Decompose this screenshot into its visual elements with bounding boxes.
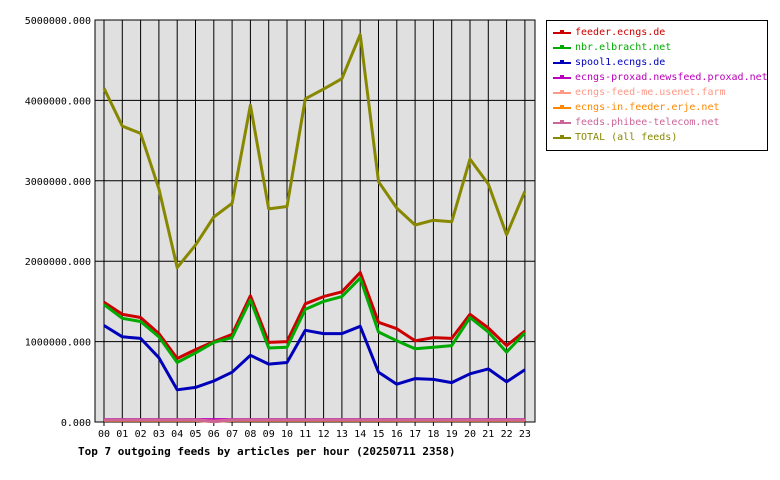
legend-marker-icon xyxy=(560,30,564,34)
plot-area xyxy=(94,19,536,423)
legend-marker-icon xyxy=(560,135,564,139)
x-tick-label: 14 xyxy=(354,429,366,440)
legend-label: feeder.ecngs.de xyxy=(575,27,666,38)
x-tick-label: 02 xyxy=(135,429,147,440)
x-tick-label: 11 xyxy=(299,429,311,440)
series-lines xyxy=(102,33,527,424)
x-tick-label: 10 xyxy=(281,429,293,440)
legend-label: ecngs-proxad.newsfeed.proxad.net xyxy=(575,72,768,83)
series-line xyxy=(102,33,527,270)
legend-marker-icon xyxy=(560,120,564,124)
legend-item: feeder.ecngs.de xyxy=(547,26,767,40)
legend-label: ecngs-feed-me.usenet.farm xyxy=(575,87,726,98)
legend-marker-icon xyxy=(560,60,564,64)
x-axis-ticks: 00 01 02 03 04 05 06 07 08 09 10 11 12 13 14 15 16 17 18 19… xyxy=(98,429,531,440)
x-tick-label: 07 xyxy=(226,429,238,440)
x-tick-label: 15 xyxy=(372,429,384,440)
y-tick-label: 1000000.000 xyxy=(25,338,91,349)
legend-label: TOTAL (all feeds) xyxy=(575,132,678,143)
y-tick-label: 2000000.000 xyxy=(25,257,91,268)
legend-label: nbr.elbracht.net xyxy=(575,42,672,53)
grid xyxy=(95,19,535,426)
series-line xyxy=(103,276,526,364)
legend-item: feeds.phibee-telecom.net xyxy=(547,116,767,130)
legend-item: ecngs-proxad.newsfeed.proxad.net xyxy=(547,71,768,85)
legend-item: ecngs-in.feeder.erje.net xyxy=(547,101,767,115)
y-tick-label: 5000000.000 xyxy=(25,16,91,27)
legend-marker-icon xyxy=(560,75,564,79)
legend-item: nbr.elbracht.net xyxy=(547,41,767,55)
x-tick-label: 12 xyxy=(318,429,330,440)
legend-marker-icon xyxy=(560,90,564,94)
x-tick-label: 20 xyxy=(464,429,476,440)
y-tick-label: 4000000.000 xyxy=(25,96,91,107)
x-tick-label: 23 xyxy=(519,429,531,440)
x-tick-label: 21 xyxy=(482,429,494,440)
series-line xyxy=(104,418,525,424)
series-line xyxy=(103,271,526,360)
legend-marker-icon xyxy=(560,105,564,109)
legend-label: ecngs-in.feeder.erje.net xyxy=(575,102,720,113)
x-tick-label: 04 xyxy=(171,429,183,440)
x-tick-label: 06 xyxy=(208,429,220,440)
legend-item: spool1.ecngs.de xyxy=(547,56,767,70)
x-tick-label: 16 xyxy=(391,429,403,440)
x-tick-label: 18 xyxy=(427,429,439,440)
legend-item: ecngs-feed-me.usenet.farm xyxy=(547,86,767,100)
legend-label: spool1.ecngs.de xyxy=(575,57,666,68)
x-tick-label: 22 xyxy=(501,429,513,440)
x-tick-label: 08 xyxy=(244,429,256,440)
y-tick-label: 0.000 xyxy=(61,418,91,429)
x-tick-label: 01 xyxy=(116,429,128,440)
x-tick-label: 13 xyxy=(336,429,348,440)
x-tick-label: 03 xyxy=(153,429,165,440)
legend-marker-icon xyxy=(560,45,564,49)
x-tick-label: 17 xyxy=(409,429,421,440)
x-tick-label: 00 xyxy=(98,429,110,440)
chart-title: Top 7 outgoing feeds by articles per hou… xyxy=(78,445,456,458)
y-tick-label: 3000000.000 xyxy=(25,177,91,188)
x-tick-label: 05 xyxy=(189,429,201,440)
y-axis-ticks: 0.000 1000000.000 2000000.000 3000000.000 40… xyxy=(25,16,91,429)
legend: feeder.ecngs.de nbr.elbracht.net spool1.ec… xyxy=(546,20,768,151)
x-tick-label: 09 xyxy=(263,429,275,440)
legend-item: TOTAL (all feeds) xyxy=(547,131,767,145)
legend-label: feeds.phibee-telecom.net xyxy=(575,117,720,128)
series-line xyxy=(103,324,526,392)
x-tick-label: 19 xyxy=(446,429,458,440)
